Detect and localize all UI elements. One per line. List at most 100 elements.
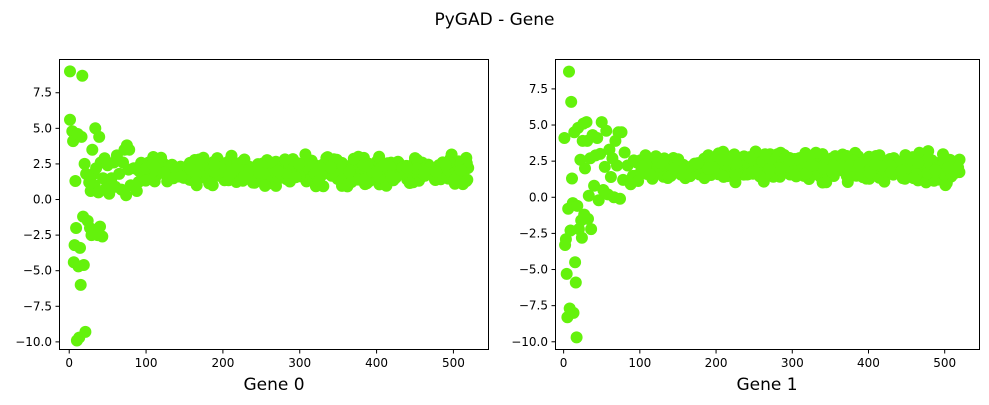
y-tick-label: −2.5 <box>23 228 52 242</box>
data-point <box>667 162 680 175</box>
data-point <box>783 154 796 167</box>
x-tick-label: 200 <box>211 356 234 370</box>
data-point <box>96 230 109 243</box>
data-point <box>456 178 469 191</box>
y-tick-label: 7.5 <box>529 82 548 96</box>
data-point <box>75 130 88 143</box>
data-point <box>158 166 171 179</box>
data-point <box>139 174 152 187</box>
data-point <box>403 177 416 189</box>
data-point <box>805 159 818 172</box>
data-point <box>299 148 312 161</box>
scatter-series-gene-0 <box>64 65 475 347</box>
x-axis-label: Gene 1 <box>736 375 797 395</box>
data-point <box>289 171 302 184</box>
data-point <box>373 150 386 163</box>
x-tick-label: 300 <box>288 356 311 370</box>
chart-gene-0: 0 100 200 300 400 500 −10.0 −7.5 −5.0 −2.5 0.0 2.5… <box>15 59 489 395</box>
data-point <box>558 132 571 144</box>
data-point <box>345 176 358 188</box>
data-point <box>820 176 833 189</box>
data-point <box>312 174 325 187</box>
x-tick-label: 400 <box>857 356 880 370</box>
data-point <box>941 161 954 174</box>
y-tick-label: 5.0 <box>33 121 52 135</box>
data-point <box>566 172 578 185</box>
data-point <box>730 157 743 170</box>
data-point <box>454 164 467 177</box>
data-point <box>229 163 241 175</box>
data-point <box>907 172 920 185</box>
data-point <box>772 162 785 174</box>
data-point <box>97 172 109 185</box>
data-point <box>878 175 891 188</box>
x-axis-ticks: 0 100 200 300 400 500 <box>560 349 956 370</box>
data-point <box>611 159 623 172</box>
data-point <box>120 189 133 202</box>
data-point <box>74 241 86 254</box>
data-point <box>78 157 91 170</box>
x-tick-label: 100 <box>628 356 651 370</box>
y-tick-label: 0.0 <box>33 193 52 207</box>
data-point <box>64 113 76 126</box>
data-point <box>614 192 626 205</box>
data-point <box>64 65 76 78</box>
data-point <box>370 166 383 179</box>
y-tick-label: −2.5 <box>519 226 548 240</box>
y-tick-label: −10.0 <box>15 335 52 349</box>
data-point <box>253 166 266 179</box>
data-point <box>74 278 87 291</box>
data-point <box>828 160 840 172</box>
data-point <box>189 175 202 188</box>
plot-area-frame <box>555 59 980 350</box>
data-point <box>582 212 594 225</box>
y-tick-label: −5.0 <box>23 264 52 278</box>
data-point <box>952 161 965 174</box>
data-point <box>86 143 99 156</box>
data-point <box>193 153 205 166</box>
plot-area-frame <box>59 59 489 350</box>
data-point <box>720 154 733 166</box>
data-point <box>123 143 136 156</box>
figure-title: PyGAD - Gene <box>434 10 554 30</box>
x-tick-label: 500 <box>442 356 465 370</box>
x-axis-ticks: 0 100 200 300 400 500 <box>65 349 465 370</box>
chart-gene-1: 0 100 200 300 400 500 −10.0 −7.5 −5.0 −2.5 0.0 2.5… <box>511 59 980 395</box>
data-point <box>864 166 877 179</box>
data-point <box>565 95 578 108</box>
data-point <box>582 189 595 202</box>
y-tick-label: −7.5 <box>519 299 548 313</box>
data-point <box>691 157 704 170</box>
y-tick-label: −10.0 <box>511 335 548 349</box>
y-tick-label: −7.5 <box>23 299 52 313</box>
data-point <box>560 267 573 280</box>
data-point <box>579 162 591 175</box>
data-point <box>657 154 670 167</box>
x-tick-label: 300 <box>781 356 804 370</box>
data-point <box>615 126 628 139</box>
data-point <box>702 162 715 175</box>
data-point <box>76 69 89 82</box>
data-point <box>113 167 126 180</box>
data-point <box>77 259 90 271</box>
y-tick-label: 2.5 <box>33 157 52 171</box>
data-point <box>749 166 762 179</box>
data-point <box>592 194 605 207</box>
y-tick-label: 7.5 <box>33 86 52 100</box>
data-point <box>922 145 935 158</box>
x-tick-label: 500 <box>933 356 956 370</box>
data-point <box>571 199 584 212</box>
data-point <box>175 170 188 183</box>
data-point <box>570 331 583 344</box>
data-point <box>853 157 866 170</box>
data-point <box>763 162 776 175</box>
scatter-series-gene-1 <box>558 65 966 344</box>
data-point <box>759 148 771 161</box>
data-point <box>418 165 431 178</box>
data-point <box>569 276 582 289</box>
data-point <box>869 158 882 171</box>
data-point <box>324 161 337 174</box>
data-point <box>938 152 951 165</box>
data-point <box>279 153 291 166</box>
data-point <box>358 173 371 186</box>
